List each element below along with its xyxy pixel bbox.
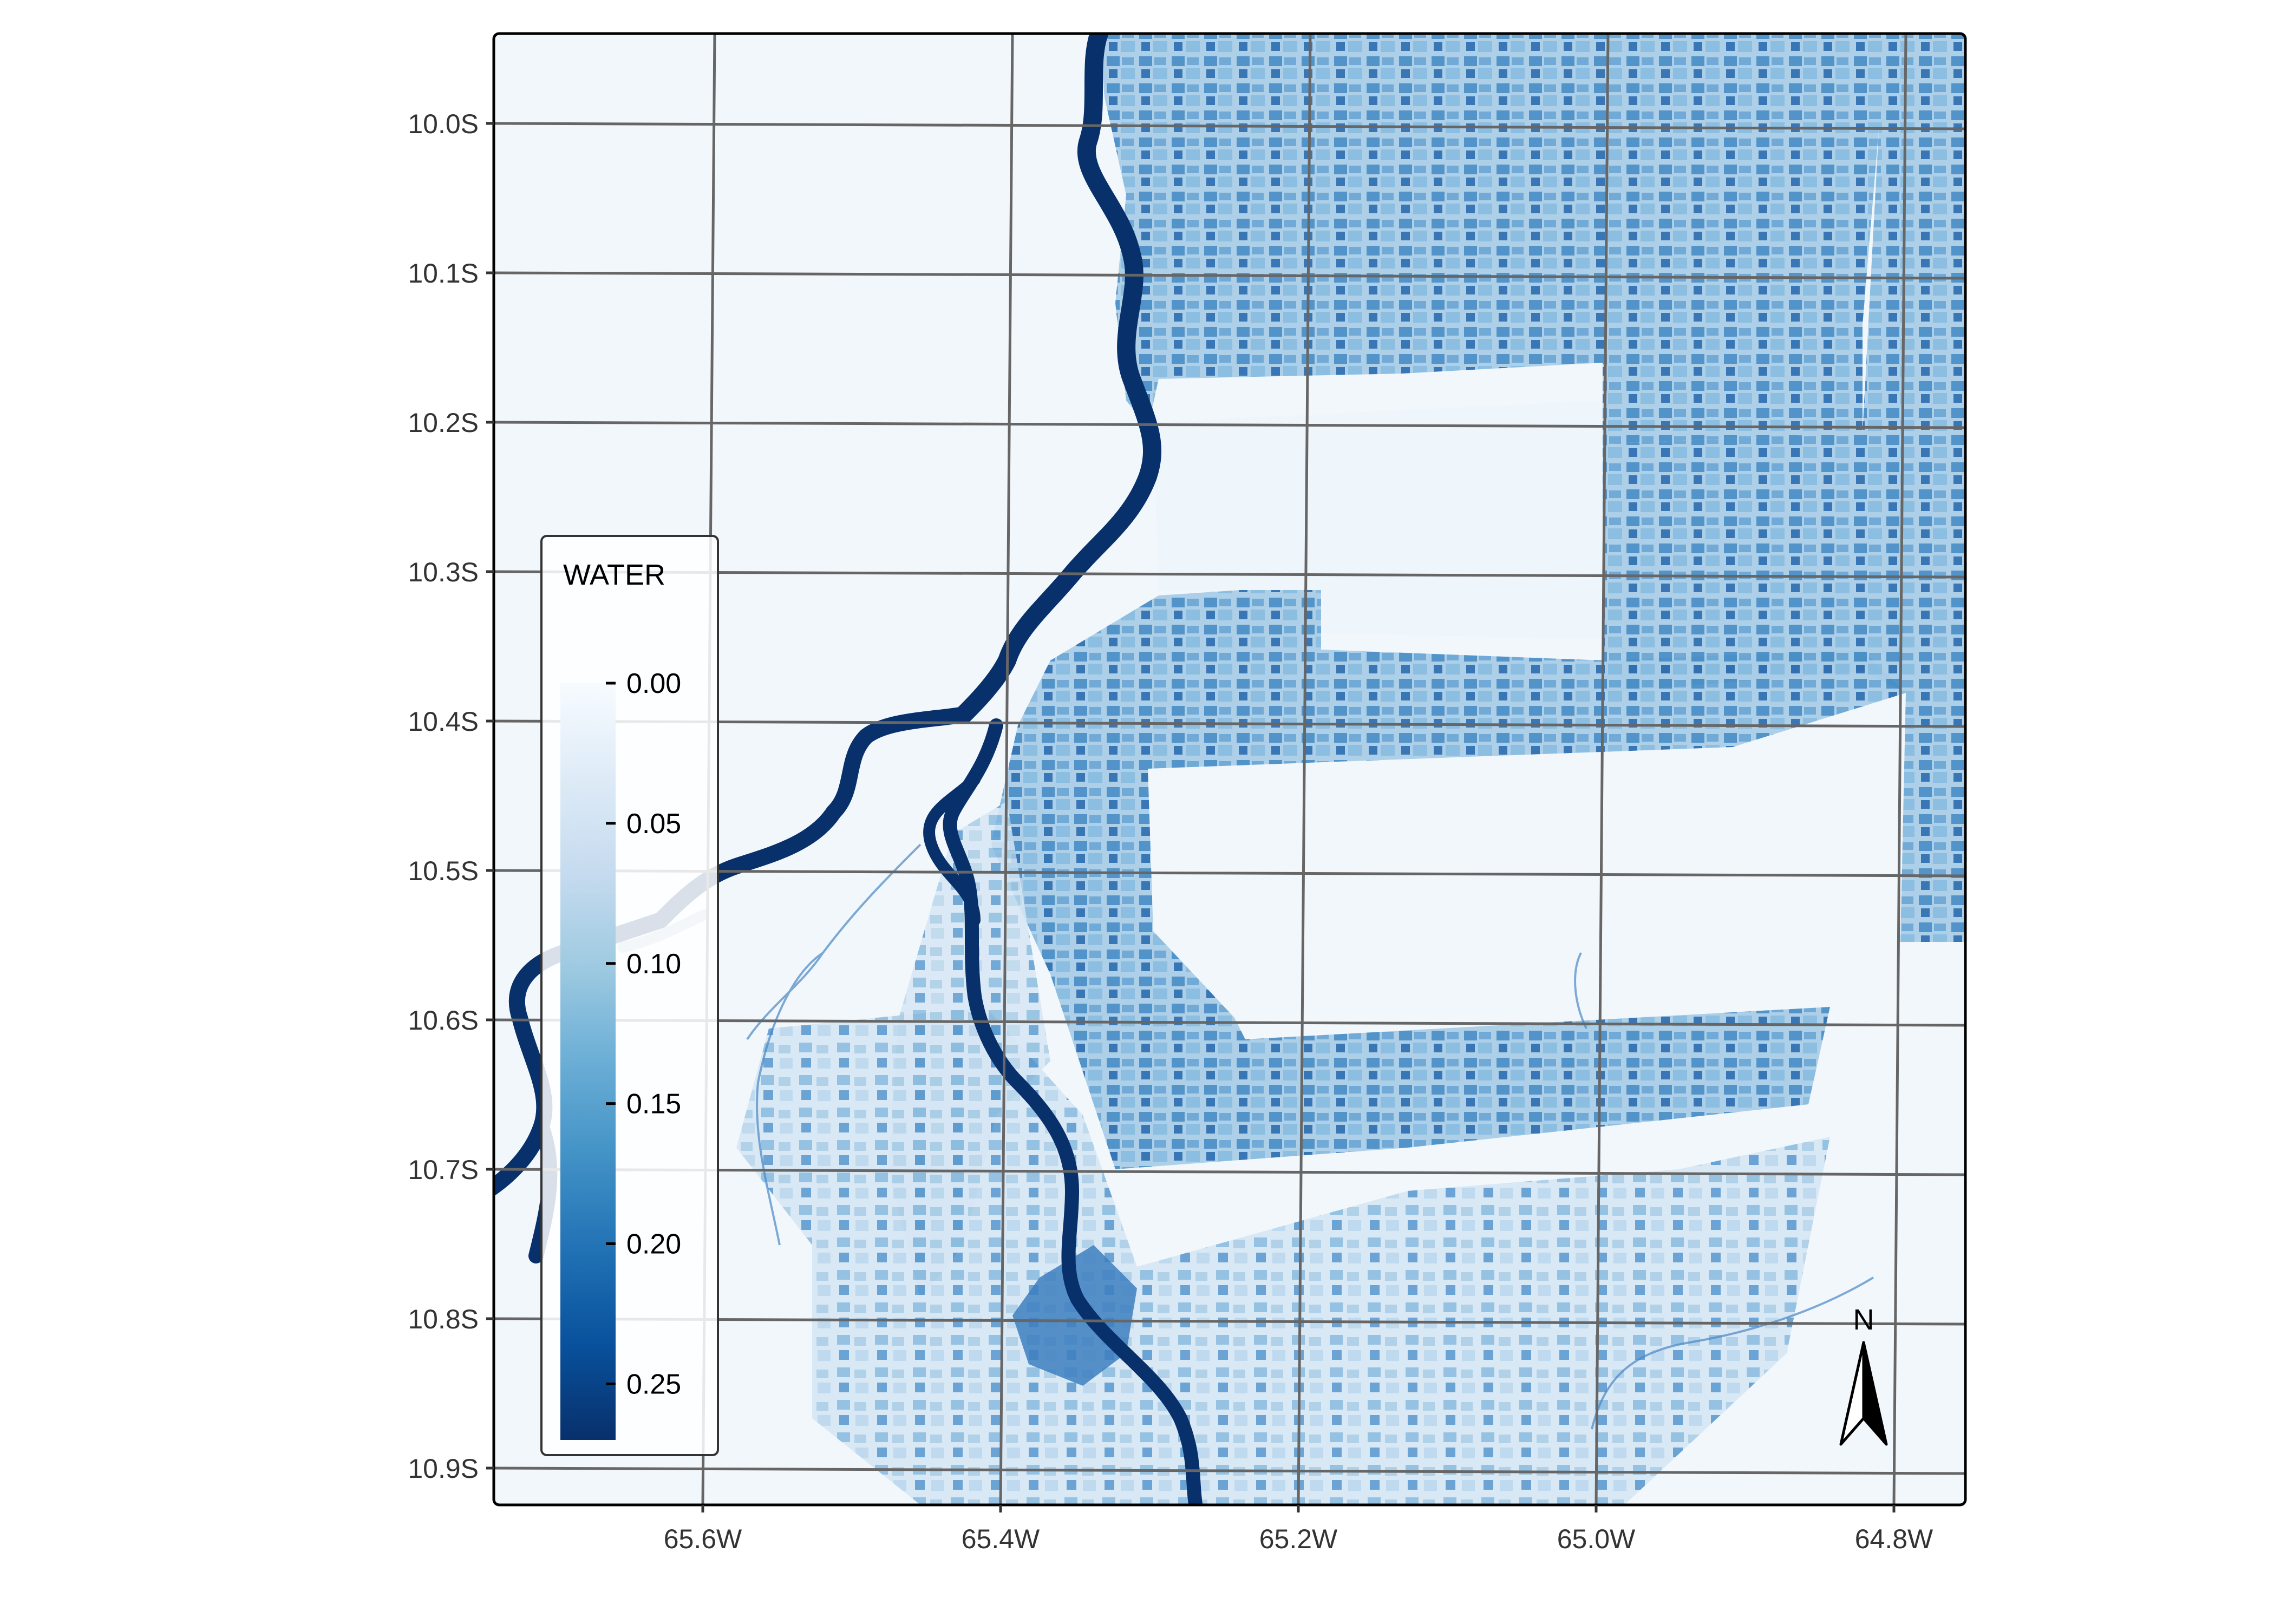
- legend-tick-label: 0.00: [626, 668, 681, 699]
- lon-tick-label: 65.0W: [1557, 1524, 1636, 1554]
- lat-gridline: [494, 719, 1965, 728]
- lat-gridline: [494, 122, 1965, 130]
- river-south-branch: [943, 718, 1204, 1505]
- legend-tick-label: 0.15: [626, 1089, 681, 1120]
- southwest-fields: [736, 1007, 1830, 1505]
- graticule: [494, 34, 1965, 1505]
- lon-tick-label: 65.6W: [664, 1524, 742, 1554]
- legend-colorbar: [560, 683, 616, 1440]
- legend-tick-label: 0.25: [626, 1368, 681, 1400]
- lat-gridline: [494, 421, 1965, 429]
- lat-gridline: [494, 271, 1965, 280]
- lon-gridline: [1297, 34, 1312, 1505]
- lat-gridline: [494, 570, 1965, 579]
- forest-block-north: [1153, 401, 1603, 639]
- stream-2: [756, 952, 824, 1246]
- latitude-axis: 10.0S 10.1S 10.2S 10.3S 10.4S 10.5S 10.6S 10.7S…: [408, 109, 494, 1484]
- east-strip-fields: [1603, 125, 1965, 942]
- north-arrow-label: N: [1853, 1304, 1874, 1336]
- lat-tick-label: 10.3S: [408, 557, 479, 587]
- lon-gridline: [1892, 34, 1907, 1505]
- lat-tick-label: 10.4S: [408, 706, 479, 737]
- lat-tick-label: 10.9S: [408, 1453, 479, 1484]
- northeast-fields: [1099, 34, 1965, 444]
- lat-tick-label: 10.0S: [408, 109, 479, 139]
- north-arrow-right-half: [1862, 1341, 1888, 1446]
- lat-tick-label: 10.8S: [408, 1304, 479, 1334]
- lat-gridline: [494, 1317, 1965, 1326]
- stream-1: [746, 843, 922, 1040]
- lon-gridline: [999, 34, 1014, 1505]
- lat-tick-label: 10.7S: [408, 1155, 479, 1185]
- main-river: [955, 34, 1162, 724]
- legend-tick-label: 0.05: [626, 808, 681, 840]
- stream-3: [1574, 952, 1587, 1029]
- lon-tick-label: 65.4W: [962, 1524, 1040, 1554]
- lat-tick-label: 10.2S: [408, 408, 479, 438]
- lat-gridline: [494, 869, 1965, 878]
- legend: WATER 0.00 0.05 0.10 0.15 0.20 0.25: [540, 535, 719, 1456]
- legend-tick-label: 0.20: [626, 1229, 681, 1260]
- longitude-axis: 65.6W 65.4W 65.2W 65.0W 64.8W: [664, 1505, 1933, 1554]
- lat-tick-label: 10.5S: [408, 856, 479, 886]
- town-area: [1012, 1245, 1137, 1386]
- stream-4: [1591, 1276, 1874, 1430]
- forest-clearing-east: [1153, 747, 1863, 1018]
- lon-tick-label: 64.8W: [1855, 1524, 1933, 1554]
- lon-gridline: [1595, 34, 1610, 1505]
- lat-gridline: [494, 1168, 1965, 1176]
- map-panel: [494, 34, 1965, 1505]
- legend-tick-label: 0.10: [626, 948, 681, 980]
- river-loop: [923, 774, 981, 926]
- legend-ticks: 0.00 0.05 0.10 0.15 0.20 0.25: [606, 668, 681, 1400]
- lat-tick-label: 10.1S: [408, 258, 479, 289]
- streams: [746, 843, 1874, 1430]
- lon-tick-label: 65.2W: [1259, 1524, 1338, 1554]
- north-arrow: N: [1839, 1304, 1888, 1446]
- map-frame: [492, 32, 1967, 1507]
- lat-gridline: [494, 1018, 1965, 1027]
- west-corridor-fields: [888, 801, 1050, 1299]
- legend-title: WATER: [563, 559, 665, 591]
- lat-tick-label: 10.6S: [408, 1005, 479, 1036]
- lat-gridline: [494, 1466, 1965, 1475]
